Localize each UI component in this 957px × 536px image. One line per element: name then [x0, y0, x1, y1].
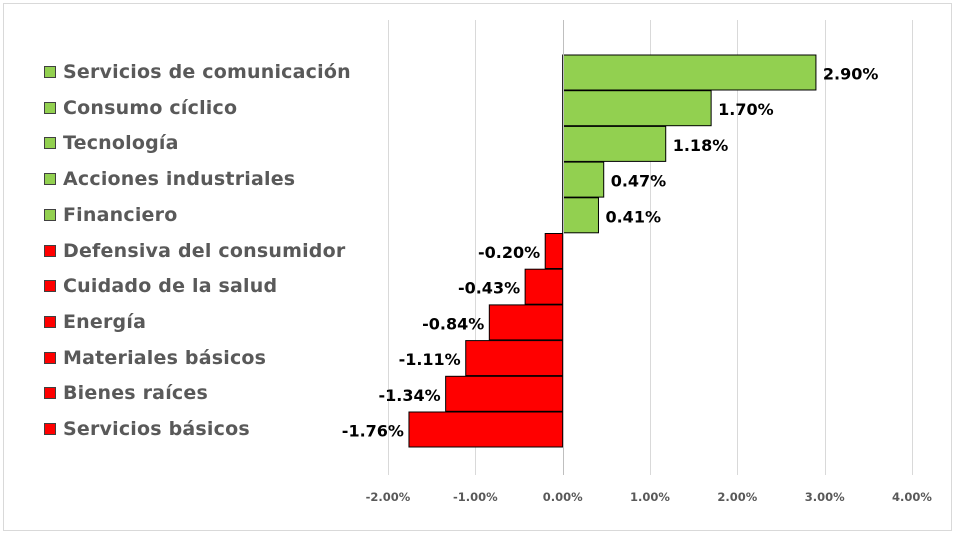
legend-swatch: [44, 137, 56, 150]
legend-item: Financiero: [44, 203, 178, 226]
legend-swatch: [44, 423, 56, 435]
data-label: -1.34%: [378, 386, 440, 405]
legend-item: Consumo cíclico: [44, 96, 238, 119]
legend-item: Bienes raíces: [44, 382, 208, 405]
data-label: -0.20%: [478, 243, 540, 262]
legend-item: Cuidado de la salud: [44, 275, 278, 298]
legend-item: Defensiva del consumidor: [44, 239, 346, 262]
legend-swatch: [44, 280, 56, 293]
x-tick-label: -2.00%: [366, 490, 411, 504]
legend-swatch: [44, 208, 56, 221]
legend-item: Servicios básicos: [44, 418, 250, 440]
legend-label: Materiales básicos: [63, 346, 267, 369]
data-label: 0.41%: [605, 207, 661, 226]
legend-swatch: [44, 173, 56, 186]
legend-swatch: [44, 66, 56, 78]
data-label: -1.76%: [342, 422, 404, 441]
bar: [465, 340, 564, 377]
legend-label: Defensiva del consumidor: [63, 239, 346, 262]
bar: [408, 411, 564, 448]
bars: [408, 54, 817, 448]
data-label: -0.84%: [422, 314, 484, 333]
legend-label: Acciones industriales: [63, 168, 296, 191]
legend-label: Bienes raíces: [63, 382, 208, 405]
legend-label: Financiero: [63, 203, 178, 226]
x-tick-label: 4.00%: [892, 490, 932, 504]
x-tick-label: 0.00%: [543, 490, 583, 504]
legend-swatch: [44, 315, 56, 328]
data-label: -1.11%: [399, 350, 461, 369]
legend-item: Tecnología: [44, 132, 179, 155]
legend-label: Energía: [63, 310, 147, 333]
legend-swatch: [44, 101, 56, 114]
bar: [562, 161, 605, 198]
x-tick-label: -1.00%: [453, 490, 498, 504]
bar: [544, 233, 564, 269]
bar: [562, 54, 817, 91]
bar: [488, 304, 564, 341]
x-tick-label: 3.00%: [805, 490, 845, 504]
x-tick-label: 1.00%: [630, 490, 670, 504]
x-tick-label: 2.00%: [717, 490, 757, 504]
data-label: 1.70%: [718, 100, 774, 119]
data-label: 1.18%: [673, 136, 729, 155]
legend-swatch: [44, 387, 56, 400]
legend-label: Servicios básicos: [63, 418, 250, 440]
legend-item: Materiales básicos: [44, 346, 267, 369]
data-label: -0.43%: [458, 279, 520, 298]
bar: [445, 375, 564, 412]
legend-label: Servicios de comunicación: [63, 61, 351, 83]
legend-label: Consumo cíclico: [63, 96, 238, 119]
legend-item: Servicios de comunicación: [44, 61, 351, 83]
bar: [562, 125, 667, 162]
data-label: 0.47%: [611, 172, 667, 191]
legend-item: Acciones industriales: [44, 168, 296, 191]
data-labels: 2.90% 1.70% 1.18% 0.47% 0.41% -0.20% -0.43% -0.…: [342, 65, 879, 441]
legend-label: Tecnología: [63, 132, 179, 155]
bar: [562, 90, 712, 127]
legend-item: Energía: [44, 310, 147, 333]
data-label: 2.90%: [823, 65, 879, 84]
legend-label: Cuidado de la salud: [63, 275, 278, 298]
bar: [524, 268, 564, 305]
legend-swatch: [44, 351, 56, 364]
bar: [562, 197, 599, 234]
legend-swatch: [44, 244, 56, 257]
x-axis-tick-labels: -2.00% -1.00% 0.00% 1.00% 2.00% 3.00% 4.00%: [366, 490, 933, 504]
